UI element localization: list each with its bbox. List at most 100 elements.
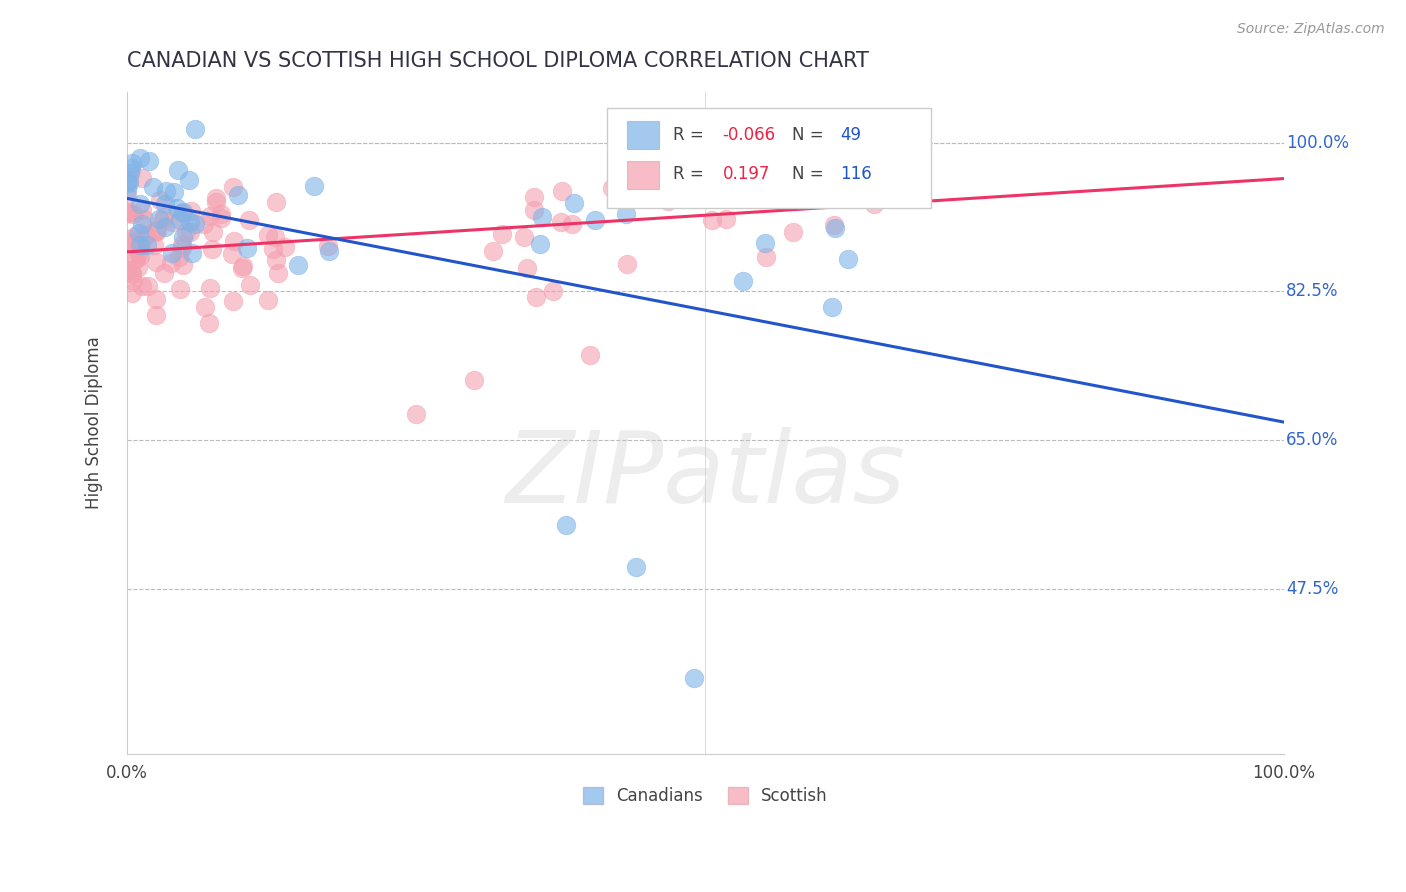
Point bbox=[266, 252, 288, 267]
Point bbox=[128, 152, 150, 166]
Point bbox=[236, 240, 259, 254]
Point bbox=[600, 181, 623, 195]
Point bbox=[222, 179, 245, 194]
Point bbox=[138, 154, 160, 169]
Text: 47.5%: 47.5% bbox=[1286, 580, 1339, 598]
Text: Source: ZipAtlas.com: Source: ZipAtlas.com bbox=[1237, 22, 1385, 37]
Point bbox=[702, 213, 724, 227]
Point bbox=[153, 197, 176, 211]
Point bbox=[287, 258, 309, 272]
Point bbox=[657, 192, 679, 206]
Point bbox=[614, 207, 637, 221]
Point bbox=[117, 183, 139, 197]
Point bbox=[136, 278, 159, 293]
Point bbox=[118, 232, 141, 246]
Point bbox=[174, 225, 197, 239]
Point bbox=[405, 408, 427, 422]
Point bbox=[149, 193, 172, 207]
Point bbox=[583, 213, 606, 227]
Point bbox=[125, 251, 148, 265]
Point bbox=[865, 152, 887, 166]
Point bbox=[824, 221, 846, 235]
Point bbox=[266, 194, 288, 209]
Point bbox=[562, 196, 585, 211]
Point bbox=[578, 348, 600, 362]
Point bbox=[122, 207, 145, 221]
Point bbox=[671, 150, 693, 164]
Point bbox=[785, 187, 807, 202]
Point bbox=[491, 227, 513, 241]
Point bbox=[482, 244, 505, 258]
Point bbox=[550, 184, 572, 198]
Point bbox=[129, 197, 152, 211]
Point bbox=[118, 173, 141, 187]
Point bbox=[231, 261, 253, 276]
Point bbox=[179, 215, 201, 229]
Point bbox=[169, 281, 191, 295]
Point bbox=[267, 266, 290, 280]
Point bbox=[153, 266, 176, 280]
Text: -0.066: -0.066 bbox=[723, 126, 776, 144]
Point bbox=[222, 293, 245, 308]
Point bbox=[714, 212, 737, 227]
Point bbox=[118, 166, 141, 180]
Point bbox=[131, 171, 153, 186]
Point bbox=[160, 246, 183, 260]
Point bbox=[117, 234, 139, 248]
Text: 65.0%: 65.0% bbox=[1286, 431, 1339, 449]
Point bbox=[136, 237, 159, 252]
Point bbox=[128, 249, 150, 263]
Point bbox=[782, 225, 804, 239]
FancyBboxPatch shape bbox=[607, 108, 931, 208]
Point bbox=[463, 374, 485, 388]
Y-axis label: High School Diploma: High School Diploma bbox=[86, 336, 103, 509]
Point bbox=[661, 175, 683, 189]
Point bbox=[201, 242, 224, 256]
Point bbox=[523, 203, 546, 218]
Point bbox=[209, 211, 232, 226]
Point bbox=[198, 316, 221, 330]
Point bbox=[728, 153, 751, 168]
Point bbox=[115, 205, 138, 219]
Point bbox=[129, 238, 152, 252]
Point bbox=[318, 239, 340, 253]
Text: CANADIAN VS SCOTTISH HIGH SCHOOL DIPLOMA CORRELATION CHART: CANADIAN VS SCOTTISH HIGH SCHOOL DIPLOMA… bbox=[127, 51, 869, 70]
Point bbox=[257, 227, 280, 242]
Point bbox=[523, 190, 546, 204]
Point bbox=[754, 235, 776, 250]
Point bbox=[262, 242, 284, 256]
Point bbox=[201, 225, 224, 239]
Text: 116: 116 bbox=[841, 166, 872, 184]
Point bbox=[179, 225, 201, 239]
Text: 49: 49 bbox=[841, 126, 862, 144]
Legend: Canadians, Scottish: Canadians, Scottish bbox=[576, 780, 835, 812]
Point bbox=[115, 188, 138, 202]
Point bbox=[128, 226, 150, 240]
Point bbox=[167, 163, 190, 178]
Point bbox=[516, 261, 538, 276]
Point bbox=[228, 187, 250, 202]
Point bbox=[166, 202, 188, 216]
Point bbox=[143, 225, 166, 239]
Point bbox=[624, 560, 647, 574]
Point bbox=[125, 252, 148, 267]
Point bbox=[115, 263, 138, 277]
Point bbox=[845, 159, 868, 173]
Point bbox=[167, 250, 190, 264]
Point bbox=[135, 227, 157, 242]
Point bbox=[172, 241, 194, 255]
Point bbox=[131, 232, 153, 246]
Point bbox=[273, 240, 295, 254]
Point bbox=[177, 173, 200, 187]
Point bbox=[170, 238, 193, 252]
Point bbox=[209, 207, 232, 221]
Point bbox=[118, 204, 141, 219]
Point bbox=[145, 224, 167, 238]
Point bbox=[124, 229, 146, 244]
Point bbox=[239, 278, 262, 293]
Point bbox=[561, 217, 583, 231]
Point bbox=[180, 204, 202, 219]
Point bbox=[198, 280, 221, 294]
Point bbox=[160, 255, 183, 269]
Point bbox=[657, 194, 679, 208]
